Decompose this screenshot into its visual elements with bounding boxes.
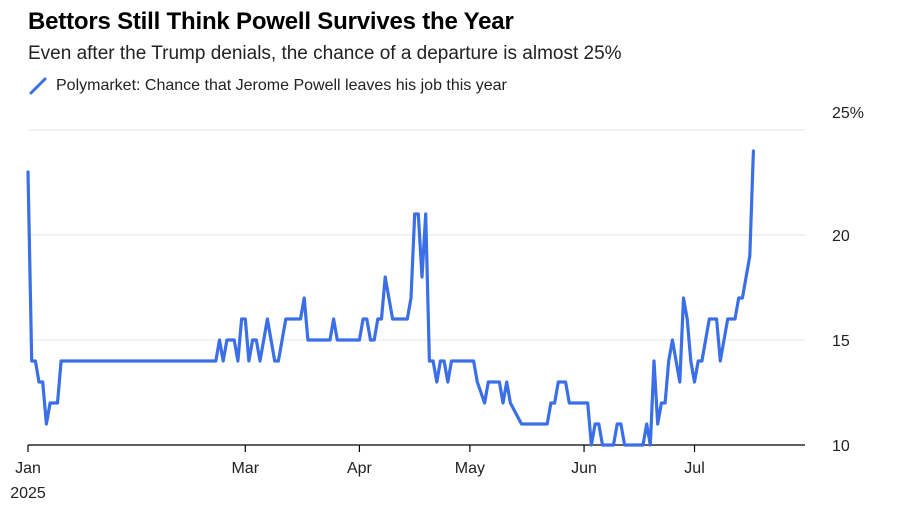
x-tick-label: Apr [347, 460, 373, 477]
x-tick-sublabel: 2025 [10, 485, 46, 502]
legend: Polymarket: Chance that Jerome Powell le… [28, 76, 507, 96]
x-tick-label: Jan [15, 460, 41, 477]
y-tick-label: 20 [832, 228, 850, 245]
legend-label: Polymarket: Chance that Jerome Powell le… [56, 77, 507, 94]
y-tick-label: 25% [832, 105, 864, 122]
x-tick-label: Jun [571, 460, 597, 477]
y-tick-label: 15 [832, 333, 850, 350]
x-tick-label: May [455, 460, 485, 477]
x-tick-label: Jul [684, 460, 704, 477]
y-tick-label: 10 [832, 438, 850, 455]
chart-title: Bettors Still Think Powell Survives the … [28, 8, 514, 35]
series-line [26, 149, 755, 447]
legend-line-icon [29, 77, 47, 95]
x-tick-label: Mar [231, 460, 259, 477]
chart-subtitle: Even after the Trump denials, the chance… [28, 43, 622, 64]
